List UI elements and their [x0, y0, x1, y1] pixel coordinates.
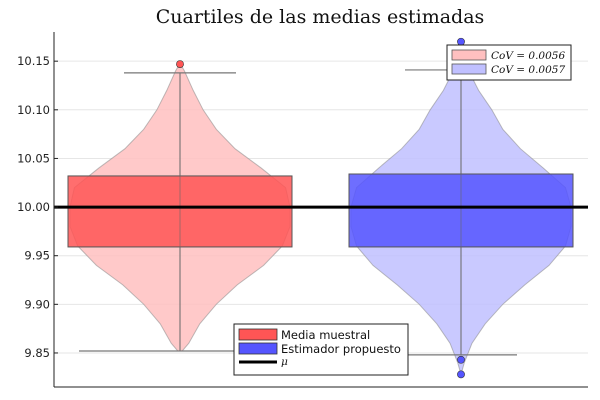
tick-label-y: 9.95: [24, 249, 50, 263]
tick-label-y: 9.90: [24, 297, 50, 311]
legend-bottom-swatch: [238, 342, 278, 355]
outlier-point: [457, 370, 465, 379]
legend-bottom-swatch: [238, 328, 278, 341]
tick-label-y: 10.10: [17, 103, 50, 117]
tick-label-y: 10.05: [17, 151, 50, 165]
legend-top-swatch: [451, 63, 487, 75]
tick-label-y: 10.00: [17, 200, 50, 214]
legend-bottom-label: Estimador propuesto: [281, 342, 401, 356]
outlier-point: [176, 60, 184, 68]
tick-label-y: 9.85: [24, 346, 50, 360]
outlier-point: [457, 37, 465, 46]
tick-label-y: 10.15: [17, 54, 50, 68]
legend-mu-label: μ: [281, 356, 288, 368]
plot-layer: [54, 37, 588, 379]
legend-bottom-label: Media muestral: [281, 328, 370, 342]
axis-layer: 9.85 9.90 9.95 10.00 10.05 10.10 10.15: [17, 32, 588, 388]
chart-title: Cuartiles de las medias estimadas: [156, 6, 485, 28]
legend-top-swatch: [451, 49, 487, 61]
legend-top-label: CoV = 0.0057: [491, 64, 565, 76]
outlier-point: [457, 355, 465, 364]
legend-top: CoV = 0.0056 CoV = 0.0057: [446, 44, 572, 81]
legend-top-label: CoV = 0.0056: [491, 50, 565, 62]
